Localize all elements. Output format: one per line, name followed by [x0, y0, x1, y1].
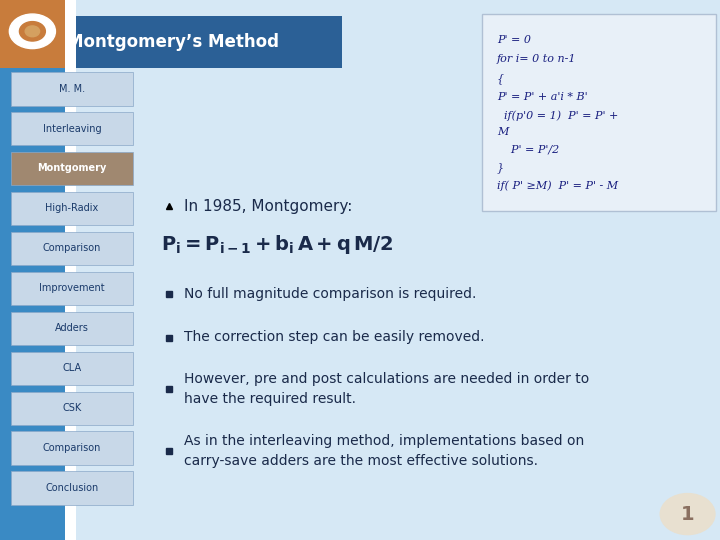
- Text: P' = P' + a'i * B': P' = P' + a'i * B': [497, 92, 588, 102]
- Text: Comparison: Comparison: [42, 244, 102, 253]
- Text: Montgomery: Montgomery: [37, 164, 107, 173]
- Text: P' = P'/2: P' = P'/2: [504, 144, 559, 154]
- FancyBboxPatch shape: [0, 0, 65, 68]
- Circle shape: [25, 26, 40, 37]
- Text: Adders: Adders: [55, 323, 89, 333]
- Text: As in the interleaving method, implementations based on
carry-save adders are th: As in the interleaving method, implement…: [184, 434, 584, 468]
- Text: CSK: CSK: [63, 403, 81, 413]
- Text: However, pre and post calculations are needed in order to
have the required resu: However, pre and post calculations are n…: [184, 372, 589, 406]
- FancyBboxPatch shape: [11, 471, 133, 505]
- Text: M: M: [497, 127, 508, 137]
- FancyBboxPatch shape: [11, 72, 133, 106]
- Text: Conclusion: Conclusion: [45, 483, 99, 493]
- FancyBboxPatch shape: [11, 352, 133, 385]
- Text: if(p'0 = 1)  P' = P' +: if(p'0 = 1) P' = P' +: [497, 111, 618, 122]
- FancyBboxPatch shape: [65, 0, 76, 540]
- Circle shape: [9, 14, 55, 49]
- FancyBboxPatch shape: [11, 272, 133, 305]
- FancyBboxPatch shape: [0, 68, 65, 540]
- FancyBboxPatch shape: [0, 0, 11, 540]
- FancyBboxPatch shape: [11, 152, 133, 185]
- FancyBboxPatch shape: [482, 14, 716, 211]
- Text: M. M.: M. M.: [59, 84, 85, 94]
- Text: $\mathbf{P}_\mathbf{i}$$\mathbf{ = P_{i-1} + b_i\, A + q\, M / 2}$: $\mathbf{P}_\mathbf{i}$$\mathbf{ = P_{i-…: [161, 233, 393, 255]
- Text: P' = 0: P' = 0: [497, 35, 531, 45]
- Text: for i= 0 to n-1: for i= 0 to n-1: [497, 54, 576, 64]
- FancyBboxPatch shape: [11, 192, 133, 225]
- Text: Comparison: Comparison: [42, 443, 102, 453]
- FancyBboxPatch shape: [11, 312, 133, 345]
- FancyBboxPatch shape: [11, 112, 133, 145]
- FancyBboxPatch shape: [11, 392, 133, 425]
- Text: No full magnitude comparison is required.: No full magnitude comparison is required…: [184, 287, 476, 301]
- Circle shape: [19, 22, 45, 41]
- FancyBboxPatch shape: [11, 431, 133, 465]
- Text: {: {: [497, 73, 504, 84]
- Circle shape: [660, 494, 715, 535]
- Text: if( P' ≥M)  P' = P' - M: if( P' ≥M) P' = P' - M: [497, 181, 618, 192]
- Text: The correction step can be easily removed.: The correction step can be easily remove…: [184, 330, 484, 345]
- Text: In 1985, Montgomery:: In 1985, Montgomery:: [184, 199, 352, 214]
- Text: Montgomery’s Method: Montgomery’s Method: [67, 33, 279, 51]
- Text: Improvement: Improvement: [39, 284, 105, 293]
- Text: CLA: CLA: [63, 363, 81, 373]
- FancyBboxPatch shape: [11, 16, 342, 68]
- FancyBboxPatch shape: [11, 232, 133, 265]
- Text: High-Radix: High-Radix: [45, 204, 99, 213]
- Text: Interleaving: Interleaving: [42, 124, 102, 133]
- Text: }: }: [497, 162, 504, 173]
- Text: 1: 1: [681, 504, 694, 524]
